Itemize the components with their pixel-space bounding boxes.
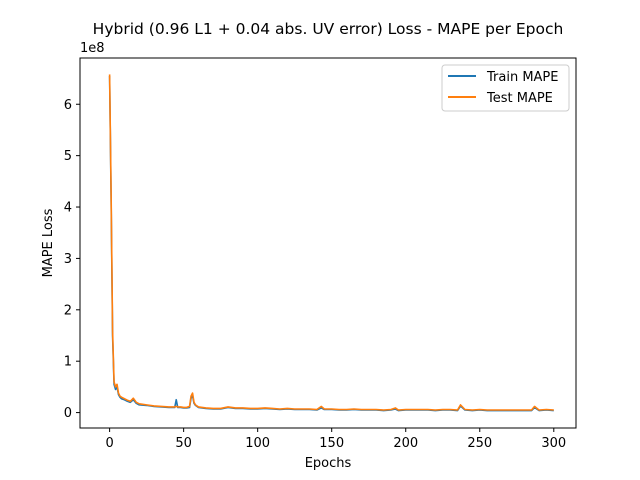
test-mape-line — [108, 74, 554, 411]
y-axis-label: MAPE Loss — [41, 208, 56, 277]
y-tick-label: 6 — [64, 98, 72, 113]
x-axis-label: Epochs — [305, 456, 352, 471]
chart-title: Hybrid (0.96 L1 + 0.04 abs. UV error) Lo… — [93, 20, 564, 38]
plot-frame — [79, 57, 577, 429]
x-tick-label: 0 — [105, 436, 113, 451]
x-tick-label: 200 — [393, 436, 418, 451]
y-axis-ticks: 0 1 2 3 4 5 6 — [64, 98, 80, 421]
x-tick-label: 100 — [245, 436, 270, 451]
y-tick-label: 4 — [64, 201, 72, 216]
y-tick-label: 0 — [64, 406, 72, 421]
legend-label-train: Train MAPE — [486, 70, 559, 85]
x-axis-ticks: 0 50 100 150 200 250 300 — [105, 428, 566, 451]
y-tick-label: 3 — [64, 252, 72, 267]
series-layer — [108, 74, 554, 412]
x-tick-label: 300 — [541, 436, 566, 451]
legend: Train MAPE Test MAPE — [441, 64, 570, 112]
y-tick-label: 1 — [64, 355, 72, 370]
legend-label-test: Test MAPE — [486, 91, 553, 106]
y-offset-label: 1e8 — [80, 41, 105, 56]
x-tick-label: 50 — [175, 436, 192, 451]
y-tick-label: 2 — [64, 303, 72, 318]
y-tick-label: 5 — [64, 149, 72, 164]
x-tick-label: 150 — [319, 436, 344, 451]
plot-area — [80, 58, 576, 428]
x-tick-label: 250 — [467, 436, 492, 451]
